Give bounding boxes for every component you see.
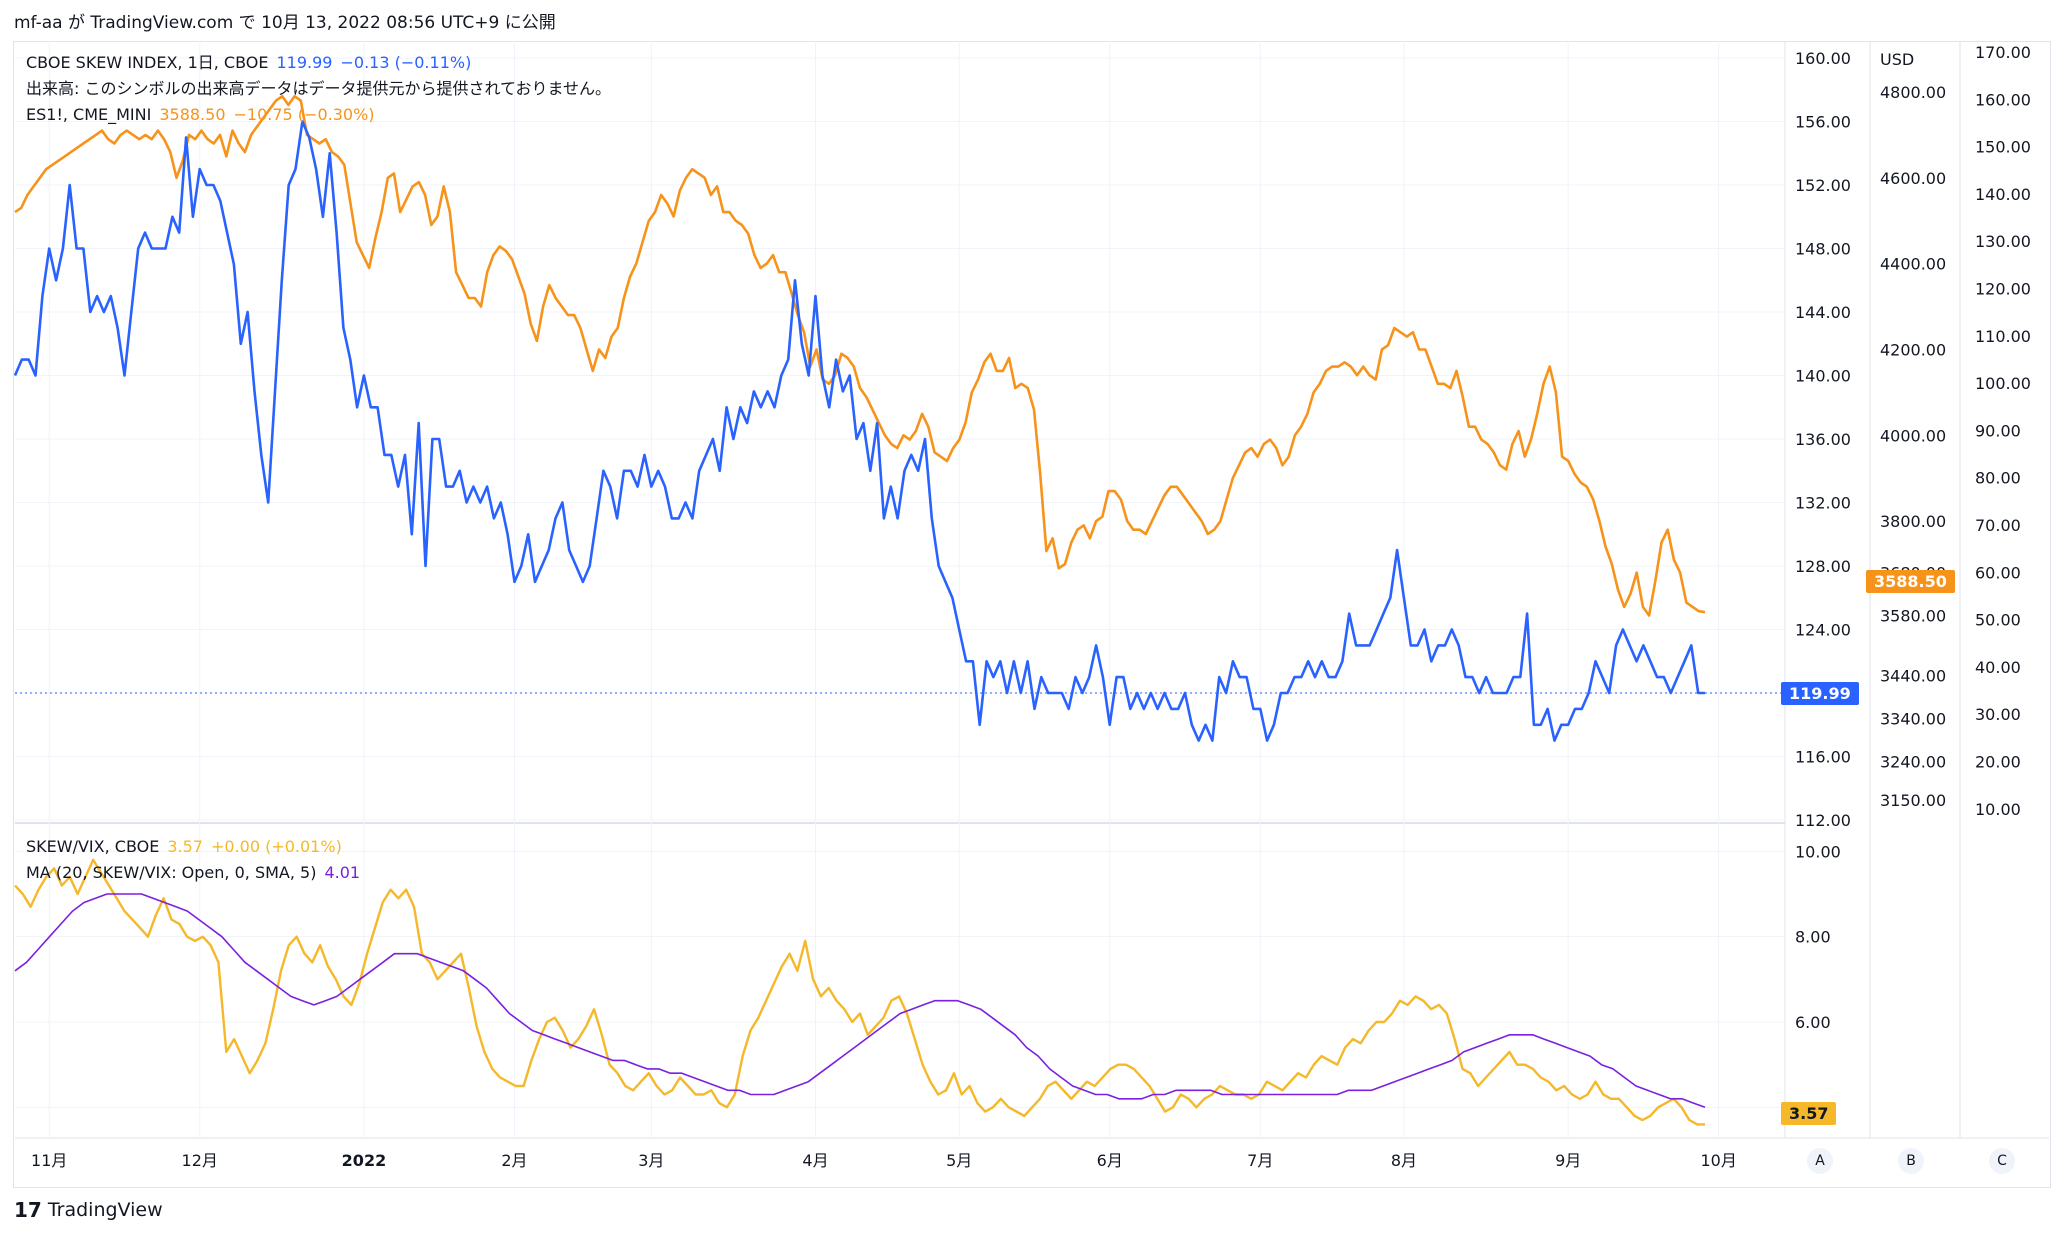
- c-tick-label: 130.00: [1975, 232, 2031, 251]
- skew-tick-label: 156.00: [1795, 113, 1851, 132]
- legend-ma-value: 4.01: [324, 863, 361, 882]
- c-tick-label: 70.00: [1975, 516, 2021, 535]
- legend-volume: 出来高: このシンボルの出来高データはデータ提供元から提供されておりません。: [26, 76, 619, 102]
- c-tick-label: 10.00: [1975, 800, 2021, 819]
- c-tick-label: 110.00: [1975, 327, 2031, 346]
- legend-es-value: 3588.50: [159, 105, 226, 124]
- es-tick-label: 4400.00: [1880, 255, 1946, 274]
- skew-tick-label: 148.00: [1795, 240, 1851, 259]
- price-tag-skew: 119.99: [1781, 682, 1859, 705]
- skew-tick-label: 132.00: [1795, 494, 1851, 513]
- legend-es: ES1!, CME_MINI 3588.50 −10.75 (−0.30%): [26, 102, 383, 128]
- legend-es-change: −10.75 (−0.30%): [233, 105, 375, 124]
- x-tick-label: 10月: [1700, 1151, 1736, 1170]
- skew-tick-label: 112.00: [1795, 811, 1851, 830]
- es-tick-label: 3240.00: [1880, 752, 1946, 771]
- skew-tick-label: 136.00: [1795, 430, 1851, 449]
- ratio-tick-label: 6.00: [1795, 1013, 1831, 1032]
- series-line-skew-vix: [14, 858, 1705, 1126]
- es-tick-label: 3440.00: [1880, 667, 1946, 686]
- c-tick-label: 50.00: [1975, 611, 2021, 630]
- skew-tick-label: 124.00: [1795, 621, 1851, 640]
- c-tick-label: 140.00: [1975, 185, 2031, 204]
- skew-tick-label: 116.00: [1795, 748, 1851, 767]
- x-tick-label: 6月: [1097, 1151, 1123, 1170]
- legend-ratio: SKEW/VIX, CBOE 3.57 +0.00 (+0.01%): [26, 834, 350, 860]
- legend-ratio-title: SKEW/VIX, CBOE: [26, 837, 160, 856]
- scale-button-a[interactable]: A: [1807, 1148, 1833, 1174]
- skew-tick-label: 152.00: [1795, 176, 1851, 195]
- es-tick-label: 4800.00: [1880, 83, 1946, 102]
- es-tick-label: 3580.00: [1880, 606, 1946, 625]
- ratio-tick-label: 10.00: [1795, 842, 1841, 861]
- c-tick-label: 150.00: [1975, 138, 2031, 157]
- es-tick-label: 3150.00: [1880, 791, 1946, 810]
- skew-tick-label: 128.00: [1795, 557, 1851, 576]
- x-tick-label: 9月: [1555, 1151, 1581, 1170]
- chart-frame[interactable]: [13, 41, 2051, 1188]
- scale-button-c[interactable]: C: [1989, 1148, 2015, 1174]
- x-tick-label: 4月: [802, 1151, 828, 1170]
- legend-ma: MA (20, SKEW/VIX: Open, 0, SMA, 5) 4.01: [26, 860, 368, 886]
- c-tick-label: 30.00: [1975, 705, 2021, 724]
- ratio-tick-label: 8.00: [1795, 928, 1831, 947]
- legend-skew-value: 119.99: [276, 53, 333, 72]
- legend-ratio-change: +0.00 (+0.01%): [210, 837, 342, 856]
- x-tick-label: 12月: [182, 1151, 218, 1170]
- c-tick-label: 60.00: [1975, 563, 2021, 582]
- x-tick-label: 3月: [638, 1151, 664, 1170]
- series-line-es: [14, 95, 1706, 617]
- c-tick-label: 40.00: [1975, 658, 2021, 677]
- es-tick-label: 4000.00: [1880, 426, 1946, 445]
- c-tick-label: 160.00: [1975, 90, 2031, 109]
- c-tick-label: 170.00: [1975, 43, 2031, 62]
- currency-label: USD: [1880, 50, 1915, 69]
- es-tick-label: 4600.00: [1880, 169, 1946, 188]
- es-tick-label: 4200.00: [1880, 340, 1946, 359]
- x-tick-label: 11月: [31, 1151, 67, 1170]
- publish-header: mf-aa が TradingView.com で 10月 13, 2022 0…: [14, 13, 556, 33]
- legend-skew: CBOE SKEW INDEX, 1日, CBOE 119.99 −0.13 (−0…: [26, 50, 479, 76]
- x-tick-label: 2月: [501, 1151, 527, 1170]
- x-tick-label: 7月: [1247, 1151, 1273, 1170]
- price-tag-ratio: 3.57: [1781, 1102, 1837, 1125]
- scale-button-b[interactable]: B: [1898, 1148, 1924, 1174]
- series-line-ma: [14, 893, 1706, 1109]
- series-line-skew: [13, 120, 1705, 742]
- skew-tick-label: 144.00: [1795, 303, 1851, 322]
- skew-tick-label: 140.00: [1795, 367, 1851, 386]
- c-tick-label: 120.00: [1975, 280, 2031, 299]
- c-tick-label: 20.00: [1975, 753, 2021, 772]
- es-tick-label: 3800.00: [1880, 512, 1946, 531]
- x-tick-label: 8月: [1391, 1151, 1417, 1170]
- legend-skew-change: −0.13 (−0.11%): [340, 53, 472, 72]
- legend-ratio-value: 3.57: [167, 837, 203, 856]
- legend-ma-title: MA (20, SKEW/VIX: Open, 0, SMA, 5): [26, 863, 317, 882]
- skew-tick-label: 160.00: [1795, 49, 1851, 68]
- x-tick-label: 2022: [342, 1151, 387, 1170]
- footer-brand-label: TradingView: [47, 1199, 163, 1221]
- legend-es-title: ES1!, CME_MINI: [26, 105, 152, 124]
- c-tick-label: 90.00: [1975, 421, 2021, 440]
- c-tick-label: 100.00: [1975, 374, 2031, 393]
- legend-skew-title: CBOE SKEW INDEX, 1日, CBOE: [26, 53, 269, 72]
- c-tick-label: 80.00: [1975, 469, 2021, 488]
- x-tick-label: 5月: [946, 1151, 972, 1170]
- tradingview-logo-icon: 17: [14, 1198, 42, 1222]
- price-tag-es: 3588.50: [1866, 570, 1955, 593]
- footer-brand[interactable]: 17 TradingView: [14, 1198, 163, 1222]
- es-tick-label: 3340.00: [1880, 709, 1946, 728]
- legend-volume-text: 出来高: このシンボルの出来高データはデータ提供元から提供されておりません。: [26, 79, 612, 98]
